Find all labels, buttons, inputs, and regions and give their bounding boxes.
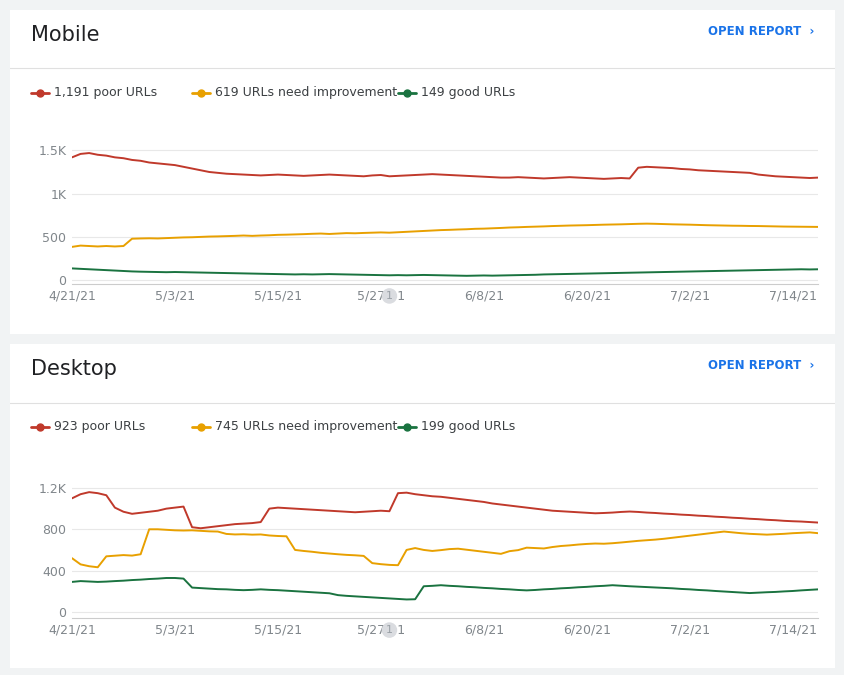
Text: 1: 1 (386, 291, 392, 301)
Text: 1: 1 (386, 625, 392, 635)
Text: 1,191 poor URLs: 1,191 poor URLs (54, 86, 157, 99)
Text: Mobile: Mobile (30, 25, 99, 45)
Text: 745 URLs need improvement: 745 URLs need improvement (214, 421, 397, 433)
Text: 199 good URLs: 199 good URLs (420, 421, 515, 433)
Text: OPEN REPORT  ›: OPEN REPORT › (707, 359, 814, 372)
Text: 619 URLs need improvement: 619 URLs need improvement (214, 86, 397, 99)
Text: 923 poor URLs: 923 poor URLs (54, 421, 145, 433)
Text: Desktop: Desktop (30, 359, 116, 379)
Text: OPEN REPORT  ›: OPEN REPORT › (707, 25, 814, 38)
Text: 149 good URLs: 149 good URLs (420, 86, 515, 99)
FancyBboxPatch shape (2, 341, 842, 672)
FancyBboxPatch shape (2, 7, 842, 338)
